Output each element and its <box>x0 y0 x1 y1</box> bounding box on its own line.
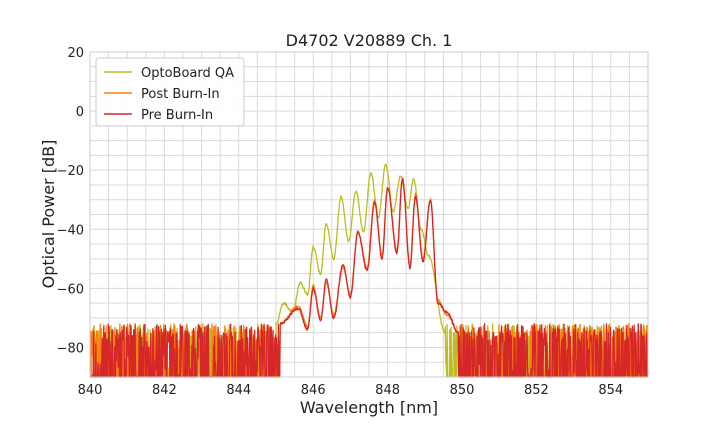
y-tick-labels: −80 −60 −40 −20 0 20 <box>57 46 84 356</box>
y-tick-label: 0 <box>76 105 84 120</box>
chart-title: D4702 V20889 Ch. 1 <box>286 31 453 50</box>
x-tick-label: 850 <box>450 383 475 398</box>
x-tick-label: 848 <box>375 383 400 398</box>
y-axis-label: Optical Power [dB] <box>39 140 58 289</box>
x-tick-label: 844 <box>226 383 251 398</box>
x-tick-label: 852 <box>524 383 549 398</box>
legend-box <box>95 57 245 127</box>
series-line-pre-burn-in <box>89 177 649 378</box>
x-tick-labels: 840 842 844 846 848 850 852 854 <box>78 383 624 398</box>
legend-label-post-burn-in: Post Burn-In <box>141 87 220 102</box>
y-tick-label: −80 <box>57 341 84 356</box>
x-tick-label: 842 <box>152 383 177 398</box>
x-tick-label: 854 <box>598 383 623 398</box>
legend-label-optoboard-qa: OptoBoard QA <box>141 66 234 81</box>
y-tick-label: −40 <box>57 223 84 238</box>
x-tick-label: 846 <box>301 383 326 398</box>
plot-area-frame <box>89 51 649 378</box>
legend-label-pre-burn-in: Pre Burn-In <box>141 108 213 123</box>
x-axis-label: Wavelength [nm] <box>300 398 438 417</box>
legend: OptoBoard QA Post Burn-In Pre Burn-In <box>95 57 245 127</box>
y-tick-label: 20 <box>67 46 84 61</box>
y-tick-label: −20 <box>57 164 84 179</box>
y-tick-label: −60 <box>57 282 84 297</box>
x-tick-label: 840 <box>78 383 103 398</box>
